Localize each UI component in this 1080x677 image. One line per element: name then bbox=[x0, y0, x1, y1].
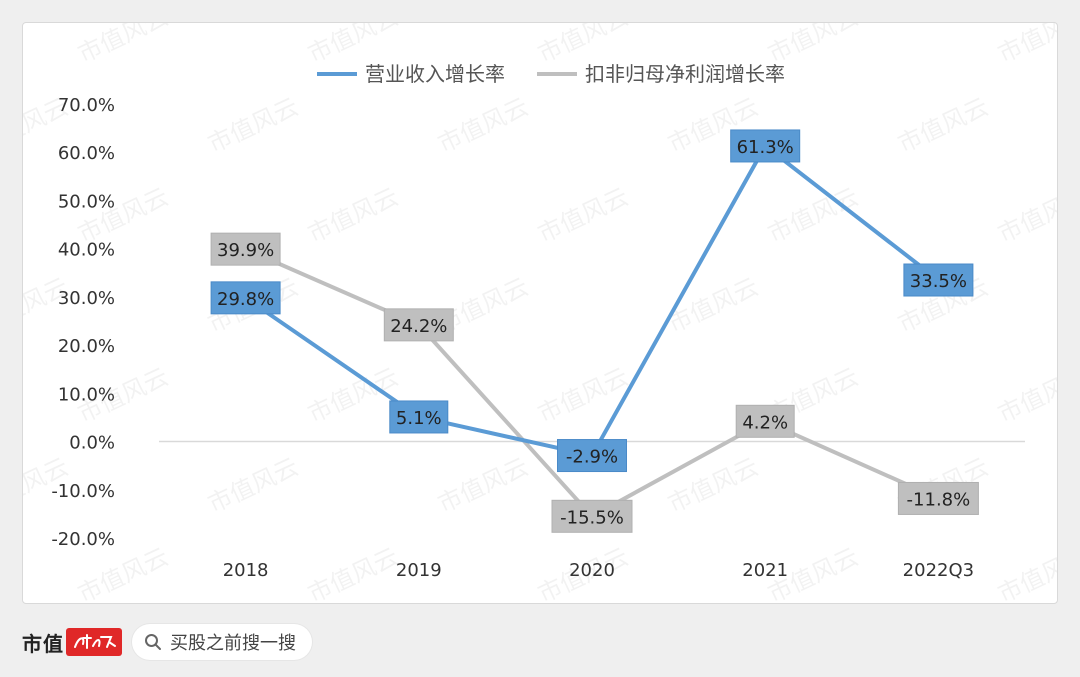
data-label: 24.2% bbox=[383, 308, 454, 342]
x-axis: 2018 2019 2020 2021 2022Q3 bbox=[223, 560, 974, 581]
watermark-text: 市值风云 bbox=[994, 182, 1057, 248]
data-label: -2.9% bbox=[557, 439, 627, 473]
y-axis: 70.0% 60.0% 50.0% 40.0% 30.0% 20.0% 10.0% 0.0% -… bbox=[51, 95, 1025, 550]
y-tick-label: 70.0% bbox=[58, 95, 115, 116]
watermark-text: 市值风云 bbox=[204, 452, 303, 518]
data-label-text: 39.9% bbox=[217, 240, 274, 261]
y-tick-label: 40.0% bbox=[58, 240, 115, 261]
legend-entry: 扣非归母净利润增长率 bbox=[585, 62, 785, 86]
x-tick-label: 2022Q3 bbox=[903, 560, 974, 581]
watermark-text: 市值风云 bbox=[534, 182, 633, 248]
watermark-text: 市值风云 bbox=[994, 362, 1057, 428]
watermark-text: 市值风云 bbox=[534, 362, 633, 428]
data-label-text: -11.8% bbox=[907, 489, 971, 510]
legend-entry: 营业收入增长率 bbox=[365, 62, 505, 86]
watermark-text: 市值风云 bbox=[74, 542, 173, 603]
watermark-text: 市值风云 bbox=[664, 272, 763, 338]
data-label-text: 61.3% bbox=[737, 137, 794, 158]
data-label: -15.5% bbox=[551, 499, 633, 533]
y-tick-label: 30.0% bbox=[58, 288, 115, 309]
data-label: 61.3% bbox=[730, 129, 801, 163]
watermark-text: 市值风云 bbox=[994, 542, 1057, 603]
data-label-text: 33.5% bbox=[910, 271, 967, 292]
footer: 市值 买股之前搜一搜 bbox=[22, 622, 312, 662]
watermark-text: 市值风云 bbox=[434, 452, 533, 518]
data-labels: 39.9% 24.2% -15.5% 4.2% -11.8% 29.8% 5.1% -2.9%… bbox=[210, 129, 979, 533]
x-tick-label: 2018 bbox=[223, 560, 269, 581]
data-label-text: -2.9% bbox=[566, 447, 618, 468]
watermark-text: 市值风云 bbox=[304, 182, 403, 248]
data-label-box bbox=[730, 129, 801, 163]
data-label-box bbox=[383, 308, 454, 342]
watermark-text: 市值风云 bbox=[304, 542, 403, 603]
data-label: 29.8% bbox=[210, 281, 281, 315]
brand[interactable]: 市值 bbox=[22, 628, 122, 657]
data-label-box bbox=[897, 481, 979, 515]
legend: 营业收入增长率 扣非归母净利润增长率 bbox=[317, 62, 785, 86]
y-tick-label: -20.0% bbox=[51, 529, 115, 550]
y-tick-label: 10.0% bbox=[58, 384, 115, 405]
x-tick-label: 2021 bbox=[742, 560, 788, 581]
data-label: 39.9% bbox=[210, 232, 281, 266]
watermark-text: 市值风云 bbox=[434, 92, 533, 158]
y-tick-label: 0.0% bbox=[69, 433, 115, 454]
search-box[interactable]: 买股之前搜一搜 bbox=[132, 624, 312, 660]
brand-text: 市值 bbox=[22, 631, 64, 656]
x-tick-label: 2020 bbox=[569, 560, 615, 581]
watermark-text: 市值风云 bbox=[204, 92, 303, 158]
data-label-box bbox=[903, 263, 974, 297]
data-label-text: 5.1% bbox=[396, 408, 442, 429]
data-label: -11.8% bbox=[897, 481, 979, 515]
data-label-text: 29.8% bbox=[217, 289, 274, 310]
y-tick-label: 50.0% bbox=[58, 191, 115, 212]
y-tick-label: 20.0% bbox=[58, 336, 115, 357]
chart-card: 市值风云 市值风云 市值风云 市值风云 市值风云 市值风云 市值风云 市值风云 市值风云 市值风云… bbox=[0, 2, 1080, 608]
watermark-text: 市值风云 bbox=[664, 452, 763, 518]
watermark-text: 市值风云 bbox=[994, 23, 1057, 68]
data-label-text: 24.2% bbox=[390, 316, 447, 337]
data-label-box bbox=[210, 281, 281, 315]
watermark-text: 市值风云 bbox=[764, 182, 863, 248]
data-label-text: 4.2% bbox=[742, 412, 788, 433]
data-label-box bbox=[557, 439, 627, 473]
x-tick-label: 2019 bbox=[396, 560, 442, 581]
data-label-box bbox=[210, 232, 281, 266]
search-placeholder: 买股之前搜一搜 bbox=[170, 633, 296, 654]
data-label-text: -15.5% bbox=[560, 507, 624, 528]
data-label: 5.1% bbox=[389, 400, 449, 434]
y-tick-label: -10.0% bbox=[51, 481, 115, 502]
brand-logo-icon bbox=[66, 628, 122, 656]
search-icon bbox=[145, 634, 161, 650]
data-label: 4.2% bbox=[735, 404, 795, 438]
data-label-box bbox=[735, 404, 795, 438]
y-tick-label: 60.0% bbox=[58, 143, 115, 164]
data-label: 33.5% bbox=[903, 263, 974, 297]
watermark-text: 市值风云 bbox=[894, 92, 993, 158]
data-label-box bbox=[551, 499, 633, 533]
watermark-text: 市值风云 bbox=[74, 23, 173, 68]
data-label-box bbox=[389, 400, 449, 434]
